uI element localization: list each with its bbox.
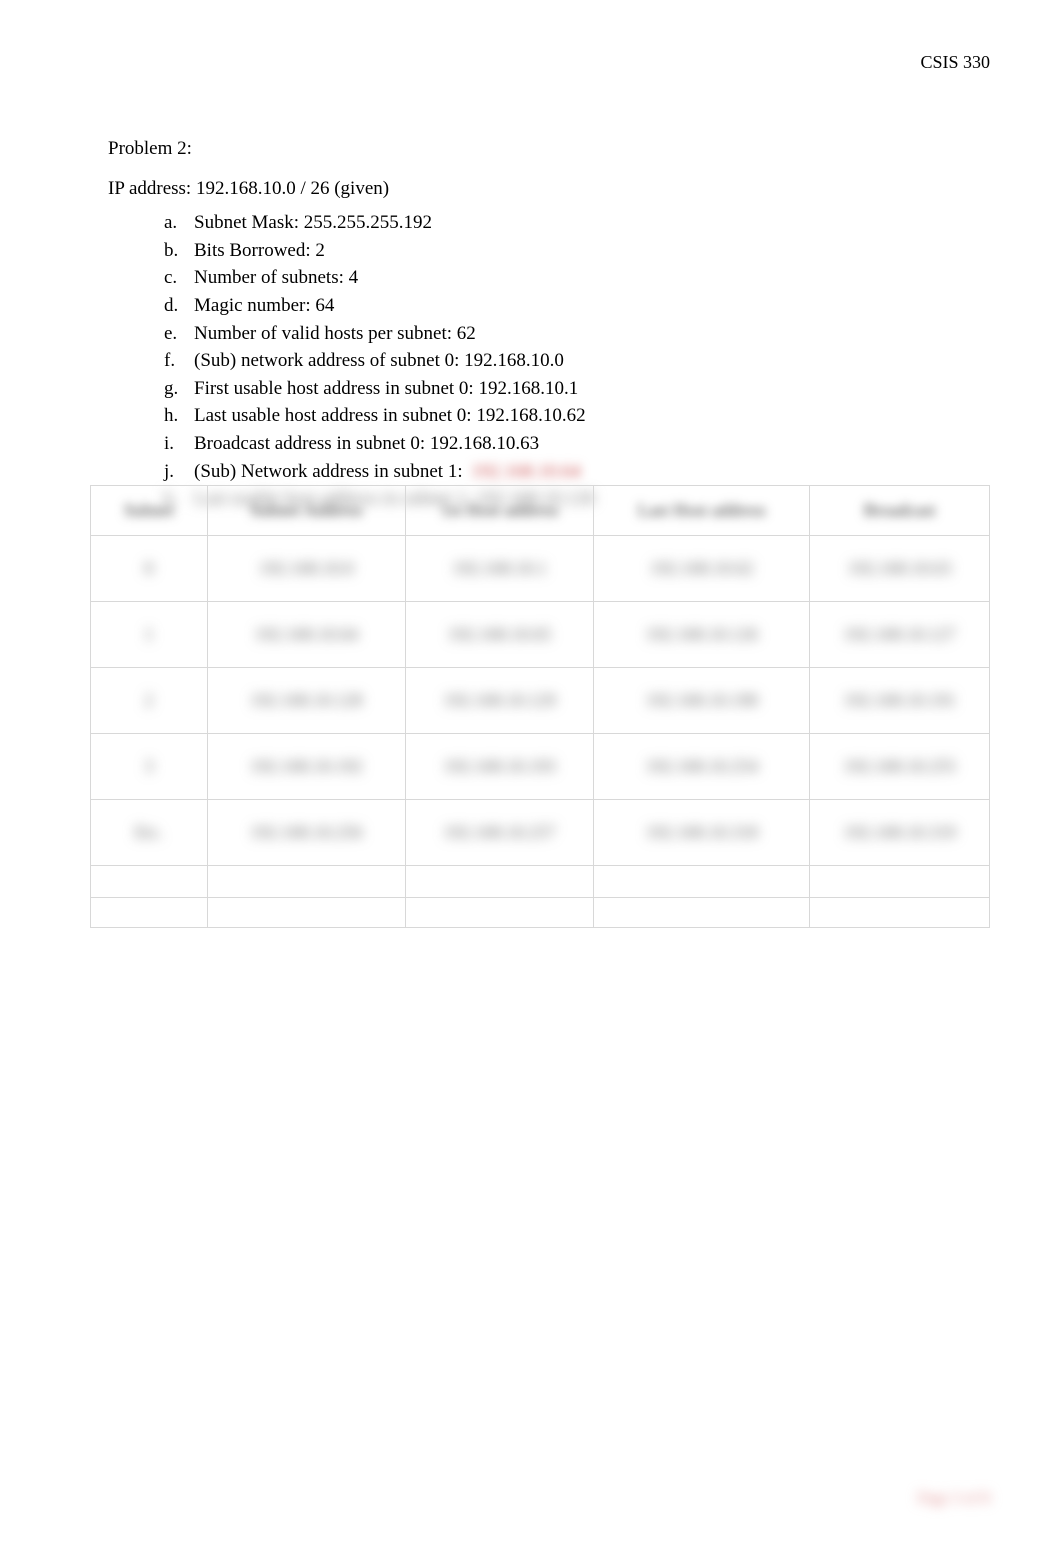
item-text: Number of subnets: 4	[194, 265, 954, 291]
cell: 192.168.10.191	[810, 668, 990, 734]
cell-empty	[405, 898, 594, 928]
cell: 192.168.10.319	[810, 800, 990, 866]
cell: 192.168.10.254	[594, 734, 810, 800]
item-f: f. (Sub) network address of subnet 0: 19…	[164, 348, 954, 374]
cell-empty	[594, 898, 810, 928]
page-footer: Page 3 of 8	[918, 1490, 990, 1508]
cell-empty	[810, 898, 990, 928]
item-text: (Sub) network address of subnet 0: 192.1…	[194, 348, 954, 374]
table-row: 3 192.168.10.192 192.168.10.193 192.168.…	[91, 734, 990, 800]
item-list: a. Subnet Mask: 255.255.255.192 b. Bits …	[164, 210, 954, 512]
cell-empty	[91, 898, 208, 928]
table-row-empty	[91, 898, 990, 928]
th-subnet-addr: Subnet Address	[207, 486, 405, 536]
cell: 192.168.10.63	[810, 536, 990, 602]
cell: 192.168.10.0	[207, 536, 405, 602]
table-row: 1 192.168.10.64 192.168.10.65 192.168.10…	[91, 602, 990, 668]
item-g: g. First usable host address in subnet 0…	[164, 376, 954, 402]
item-d: d. Magic number: 64	[164, 293, 954, 319]
cell: 2	[91, 668, 208, 734]
cell: 192.168.10.257	[405, 800, 594, 866]
cell-empty	[91, 866, 208, 898]
item-text: Magic number: 64	[194, 293, 954, 319]
item-letter: a.	[164, 210, 194, 236]
cell: 192.168.10.192	[207, 734, 405, 800]
item-letter: g.	[164, 376, 194, 402]
blurred-answer-j: 192.168.10.64	[471, 459, 580, 485]
th-last-host: Last Host address	[594, 486, 810, 536]
ip-address-line: IP address: 192.168.10.0 / 26 (given)	[108, 178, 954, 200]
item-c: c. Number of subnets: 4	[164, 265, 954, 291]
cell: 192.168.10.65	[405, 602, 594, 668]
cell-empty	[810, 866, 990, 898]
item-letter: e.	[164, 321, 194, 347]
cell-empty	[207, 866, 405, 898]
cell: 1	[91, 602, 208, 668]
cell-empty	[207, 898, 405, 928]
item-e: e. Number of valid hosts per subnet: 62	[164, 321, 954, 347]
cell: Etc.	[91, 800, 208, 866]
item-text: (Sub) Network address in subnet 1: 192.1…	[194, 459, 954, 485]
table-header-row: Subnet Subnet Address 1st Host address L…	[91, 486, 990, 536]
item-h: h. Last usable host address in subnet 0:…	[164, 403, 954, 429]
cell: 192.168.10.193	[405, 734, 594, 800]
item-letter: i.	[164, 431, 194, 457]
cell-empty	[405, 866, 594, 898]
cell: 192.168.10.64	[207, 602, 405, 668]
item-text: First usable host address in subnet 0: 1…	[194, 376, 954, 402]
subnet-table-wrap: Subnet Subnet Address 1st Host address L…	[90, 485, 990, 928]
item-j: j. (Sub) Network address in subnet 1: 19…	[164, 459, 954, 485]
problem-title: Problem 2:	[108, 138, 954, 160]
cell: 192.168.10.190	[594, 668, 810, 734]
item-letter: h.	[164, 403, 194, 429]
cell-empty	[594, 866, 810, 898]
table-row: Etc. 192.168.10.256 192.168.10.257 192.1…	[91, 800, 990, 866]
table-row: 0 192.168.10.0 192.168.10.1 192.168.10.6…	[91, 536, 990, 602]
cell: 192.168.10.1	[405, 536, 594, 602]
item-text: Last usable host address in subnet 0: 19…	[194, 403, 954, 429]
cell: 192.168.10.126	[594, 602, 810, 668]
th-broadcast: Broadcast	[810, 486, 990, 536]
item-a: a. Subnet Mask: 255.255.255.192	[164, 210, 954, 236]
cell: 192.168.10.62	[594, 536, 810, 602]
item-text: Number of valid hosts per subnet: 62	[194, 321, 954, 347]
item-text: Broadcast address in subnet 0: 192.168.1…	[194, 431, 954, 457]
item-b: b. Bits Borrowed: 2	[164, 238, 954, 264]
cell: 192.168.10.128	[207, 668, 405, 734]
cell: 3	[91, 734, 208, 800]
cell: 192.168.10.129	[405, 668, 594, 734]
cell: 192.168.10.318	[594, 800, 810, 866]
th-first-host: 1st Host address	[405, 486, 594, 536]
th-subnet: Subnet	[91, 486, 208, 536]
cell: 192.168.10.127	[810, 602, 990, 668]
item-text: Bits Borrowed: 2	[194, 238, 954, 264]
item-text: Subnet Mask: 255.255.255.192	[194, 210, 954, 236]
cell: 192.168.10.255	[810, 734, 990, 800]
subnet-table: Subnet Subnet Address 1st Host address L…	[90, 485, 990, 928]
item-letter: b.	[164, 238, 194, 264]
item-letter: c.	[164, 265, 194, 291]
item-j-text: (Sub) Network address in subnet 1:	[194, 461, 463, 482]
course-header: CSIS 330	[920, 52, 990, 73]
main-content: Problem 2: IP address: 192.168.10.0 / 26…	[108, 138, 954, 514]
table-row-empty	[91, 866, 990, 898]
cell: 192.168.10.256	[207, 800, 405, 866]
item-i: i. Broadcast address in subnet 0: 192.16…	[164, 431, 954, 457]
table-row: 2 192.168.10.128 192.168.10.129 192.168.…	[91, 668, 990, 734]
cell: 0	[91, 536, 208, 602]
item-letter: j.	[164, 459, 194, 485]
item-letter: d.	[164, 293, 194, 319]
item-letter: f.	[164, 348, 194, 374]
